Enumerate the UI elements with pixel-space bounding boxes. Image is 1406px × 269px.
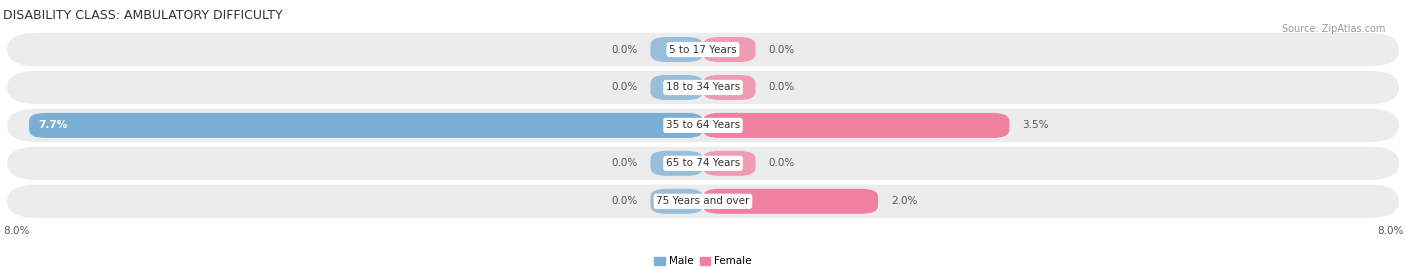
FancyBboxPatch shape [7,109,1399,142]
FancyBboxPatch shape [703,151,755,176]
FancyBboxPatch shape [30,113,703,138]
Text: 8.0%: 8.0% [3,226,30,236]
FancyBboxPatch shape [703,37,755,62]
FancyBboxPatch shape [651,189,703,214]
Text: 0.0%: 0.0% [612,196,637,206]
Text: 35 to 64 Years: 35 to 64 Years [666,121,740,130]
Text: 0.0%: 0.0% [769,83,794,93]
FancyBboxPatch shape [703,75,755,100]
Text: Source: ZipAtlas.com: Source: ZipAtlas.com [1281,24,1385,34]
FancyBboxPatch shape [7,185,1399,218]
Text: 7.7%: 7.7% [38,121,67,130]
Text: 2.0%: 2.0% [891,196,918,206]
FancyBboxPatch shape [651,75,703,100]
FancyBboxPatch shape [7,71,1399,104]
Text: 0.0%: 0.0% [612,83,637,93]
FancyBboxPatch shape [7,147,1399,180]
Legend: Male, Female: Male, Female [650,252,756,269]
Text: 0.0%: 0.0% [612,44,637,55]
Text: 3.5%: 3.5% [1022,121,1049,130]
Text: DISABILITY CLASS: AMBULATORY DIFFICULTY: DISABILITY CLASS: AMBULATORY DIFFICULTY [3,9,283,22]
Text: 75 Years and over: 75 Years and over [657,196,749,206]
FancyBboxPatch shape [651,151,703,176]
Text: 0.0%: 0.0% [769,44,794,55]
FancyBboxPatch shape [703,189,879,214]
Text: 65 to 74 Years: 65 to 74 Years [666,158,740,168]
Text: 8.0%: 8.0% [1376,226,1403,236]
Text: 0.0%: 0.0% [612,158,637,168]
FancyBboxPatch shape [651,37,703,62]
FancyBboxPatch shape [7,33,1399,66]
Text: 18 to 34 Years: 18 to 34 Years [666,83,740,93]
Text: 0.0%: 0.0% [769,158,794,168]
FancyBboxPatch shape [703,113,1010,138]
Text: 5 to 17 Years: 5 to 17 Years [669,44,737,55]
